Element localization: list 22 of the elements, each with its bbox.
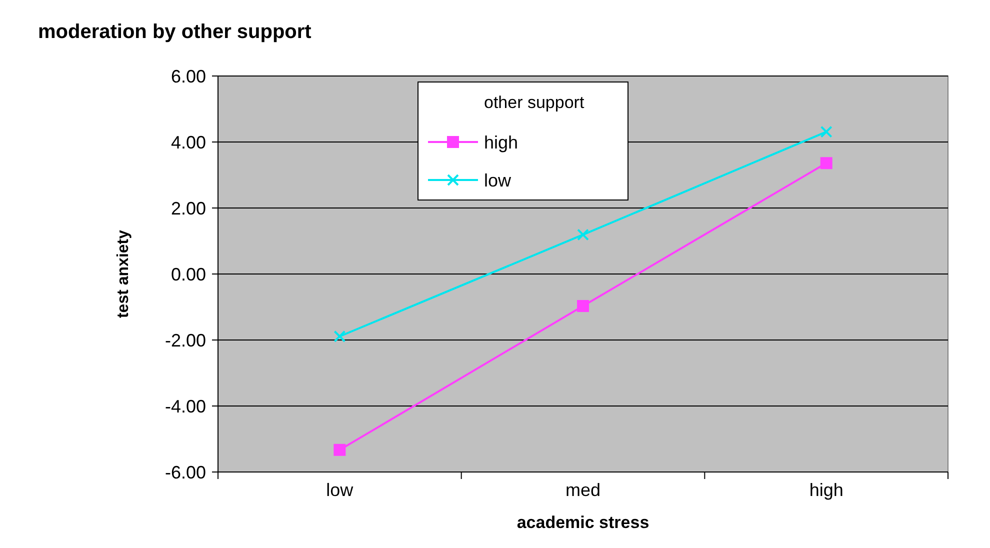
legend-label: low <box>484 170 512 190</box>
x-tick-label: low <box>326 480 354 500</box>
point <box>577 228 589 241</box>
point <box>820 157 832 170</box>
y-tick-label: 0.00 <box>170 264 206 284</box>
y-axis-title: test anxiety <box>115 230 132 318</box>
legend-title: other support <box>484 93 584 112</box>
point <box>577 300 589 312</box>
y-tick-label: 6.00 <box>170 66 206 86</box>
point <box>334 444 346 456</box>
x-tick-label: med <box>565 480 601 500</box>
chart-title: moderation by other support <box>38 21 312 43</box>
x-tick-label: high <box>809 480 844 500</box>
y-tick-label: 2.00 <box>170 198 206 218</box>
point <box>334 330 346 342</box>
y-tick-label: -4.00 <box>164 396 206 416</box>
x-axis-title: academic stress <box>516 513 650 532</box>
legend-label: high <box>484 132 518 152</box>
y-tick-label: -6.00 <box>164 462 206 482</box>
y-tick-label: -2.00 <box>164 330 206 350</box>
point <box>820 126 832 138</box>
y-tick-label: 4.00 <box>170 132 206 152</box>
